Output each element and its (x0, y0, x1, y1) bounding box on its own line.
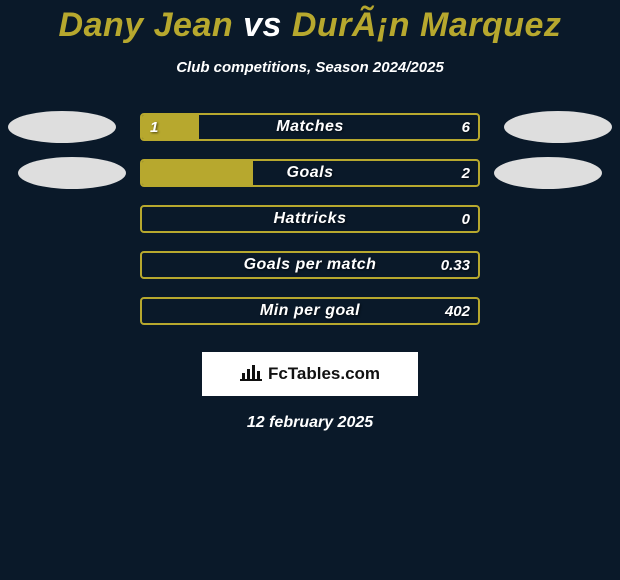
date-label: 12 february 2025 (0, 414, 620, 432)
stat-value-right: 402 (445, 299, 470, 323)
stat-row: Goals2 (0, 150, 620, 196)
stat-bar: Goals2 (140, 159, 480, 187)
logo-box: FcTables.com (202, 352, 418, 396)
vs-label: vs (243, 6, 282, 44)
stat-label: Goals per match (142, 253, 478, 277)
team-oval-left (8, 111, 116, 143)
subtitle: Club competitions, Season 2024/2025 (0, 59, 620, 76)
team-oval-left (18, 157, 126, 189)
stat-value-right: 2 (462, 161, 470, 185)
stat-row: Min per goal402 (0, 288, 620, 334)
stat-value-left: 1 (150, 115, 158, 139)
stat-value-right: 6 (462, 115, 470, 139)
team-oval-right (494, 157, 602, 189)
stat-value-right: 0 (462, 207, 470, 231)
chart-bars-icon (240, 363, 262, 386)
page-title: Dany Jean vs DurÃ¡n Marquez (0, 0, 620, 45)
stat-bar: Min per goal402 (140, 297, 480, 325)
stat-row: Matches1 6 (0, 104, 620, 150)
player2-name: DurÃ¡n Marquez (292, 6, 562, 44)
stat-label: Min per goal (142, 299, 478, 323)
comparison-chart: Matches1 6 Goals2 Hattricks0 Goals per match… (0, 104, 620, 334)
player1-name: Dany Jean (59, 6, 234, 44)
stat-value-right: 0.33 (441, 253, 470, 277)
stat-bar: Hattricks0 (140, 205, 480, 233)
logo-text: FcTables.com (268, 364, 380, 384)
stat-label: Matches (142, 115, 478, 139)
stat-label: Goals (142, 161, 478, 185)
stat-row: Hattricks0 (0, 196, 620, 242)
stat-bar: Goals per match0.33 (140, 251, 480, 279)
stat-bar: Matches1 6 (140, 113, 480, 141)
stat-row: Goals per match0.33 (0, 242, 620, 288)
stat-label: Hattricks (142, 207, 478, 231)
team-oval-right (504, 111, 612, 143)
